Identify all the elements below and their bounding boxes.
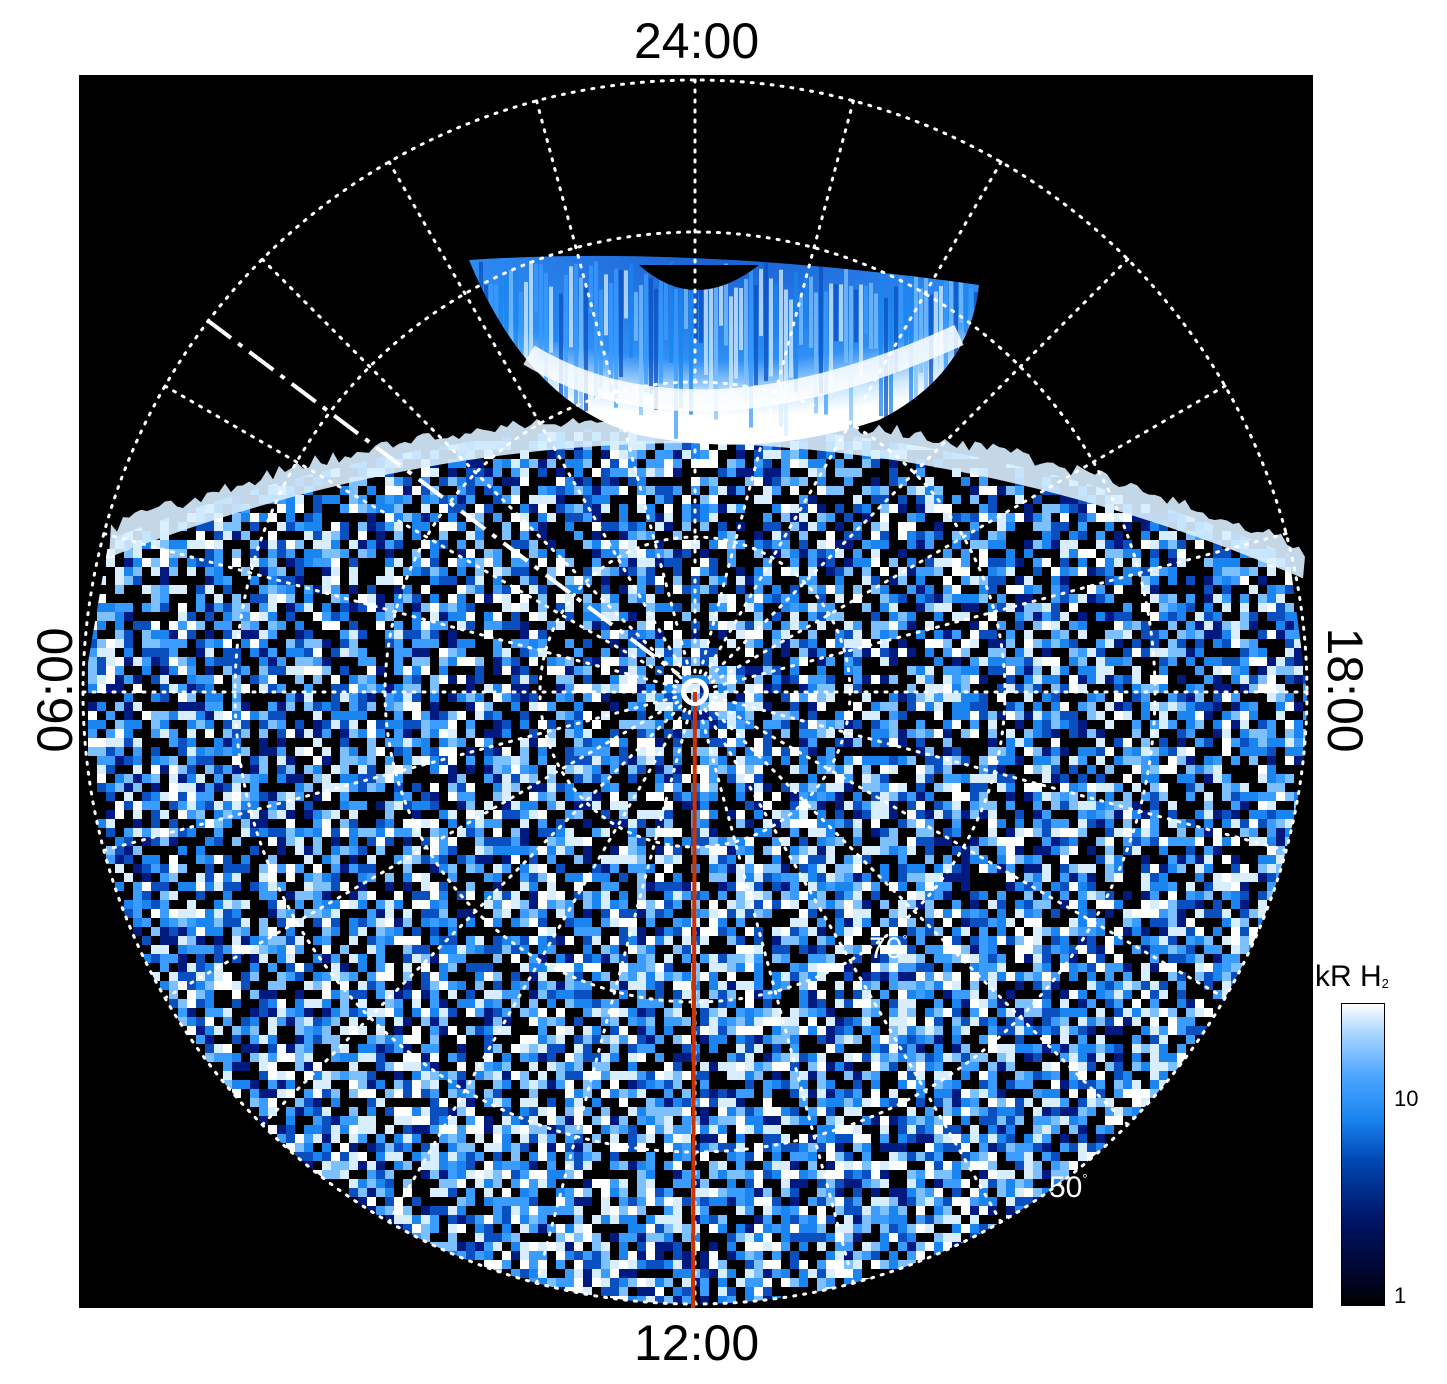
meridian-line xyxy=(163,384,697,694)
meridian-line xyxy=(693,690,1003,1224)
local-time-18-label: 18:00 xyxy=(1317,627,1373,753)
meridian-line xyxy=(102,690,697,852)
colorbar-title: kR H2 xyxy=(1315,960,1389,993)
oval-inner-dip xyxy=(639,265,759,290)
meridian-line xyxy=(693,257,1130,694)
limb-highlight xyxy=(109,407,1305,579)
local-time-24-label: 24:00 xyxy=(634,13,760,69)
colorbar-tick-10: 10 xyxy=(1394,1086,1419,1111)
colorbar-tick-1: 1 xyxy=(1394,1283,1407,1308)
oval-bright-arc xyxy=(523,324,964,412)
meridian-line xyxy=(260,257,697,694)
polar-projection-map: 70° 50° xyxy=(79,75,1313,1308)
latitude-label-70: 70° xyxy=(869,932,908,965)
meridian-line xyxy=(693,160,1003,694)
local-time-06-label: 06:00 xyxy=(27,627,83,753)
meridian-line xyxy=(260,690,697,1127)
meridian-line xyxy=(693,690,1288,852)
meridian-line xyxy=(535,99,697,694)
latitude-label-50: 50° xyxy=(1049,1171,1088,1204)
noon-meridian-line xyxy=(691,691,697,1308)
meridian-line xyxy=(163,690,697,1000)
local-time-12-label: 12:00 xyxy=(634,1315,760,1371)
colorbar xyxy=(1341,1003,1385,1306)
meridian-line xyxy=(693,532,1288,694)
meridian-line xyxy=(387,690,697,1224)
meridian-line xyxy=(693,99,855,694)
meridian-line xyxy=(102,532,697,694)
polar-projection-panel: 70° 50° xyxy=(79,75,1313,1308)
meridian-line xyxy=(693,690,855,1285)
meridian-line xyxy=(387,160,697,694)
disk-limb-edge xyxy=(109,407,1305,579)
meridian-line xyxy=(693,690,1130,1127)
meridian-line xyxy=(693,384,1227,694)
dashed-direction-line xyxy=(205,318,681,677)
meridian-line xyxy=(535,690,697,1285)
meridian-line xyxy=(693,690,1227,1000)
pole-marker xyxy=(681,678,709,706)
